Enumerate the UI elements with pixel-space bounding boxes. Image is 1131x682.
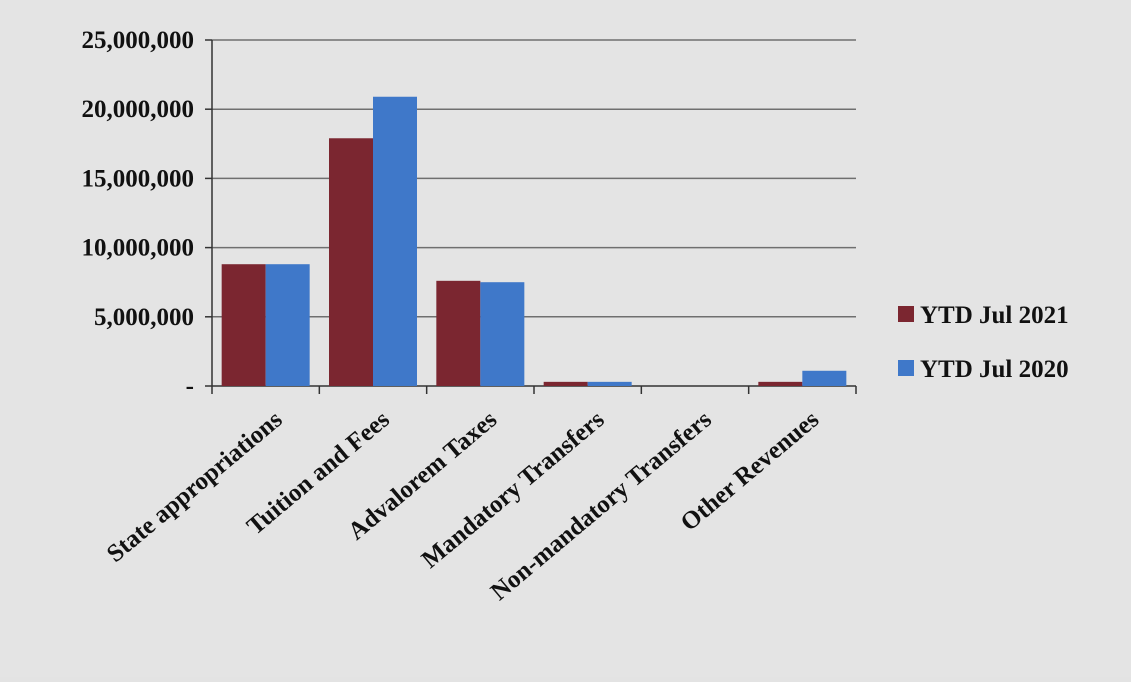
gridlines (212, 39, 856, 318)
y-tick-label: 20,000,000 (82, 96, 195, 123)
y-tick-label: 5,000,000 (94, 304, 194, 331)
legend: YTD Jul 2021 YTD Jul 2020 (898, 302, 1069, 383)
bar-series-1 (221, 264, 266, 386)
x-category-label: Non-mandatory Transfers (486, 406, 717, 606)
x-category-label: State appropriations (102, 406, 288, 568)
bar-series-2 (587, 381, 632, 386)
y-tick-label: - (186, 373, 194, 400)
bar-series-1 (758, 381, 803, 386)
legend-swatch (898, 360, 914, 376)
legend-swatch (898, 306, 914, 322)
bar-series-2 (802, 370, 847, 386)
legend-label: YTD Jul 2021 (920, 302, 1069, 329)
legend-label: YTD Jul 2020 (920, 356, 1069, 383)
bar-series-1 (436, 280, 481, 386)
bars (221, 96, 847, 386)
bar-series-2 (480, 282, 525, 386)
axes (205, 39, 857, 394)
y-tick-label: 10,000,000 (82, 235, 195, 262)
bar-series-2 (373, 96, 417, 386)
x-category-label: Mandatory Transfers (417, 406, 610, 574)
bar-series-1 (543, 381, 588, 386)
y-tick-label: 25,000,000 (82, 27, 195, 54)
y-tick-labels: - 5,000,000 10,000,000 15,000,000 20,000,000… (82, 27, 195, 400)
bar-series-1 (329, 138, 373, 386)
y-tick-label: 15,000,000 (82, 165, 195, 192)
bar-series-2 (265, 264, 310, 386)
